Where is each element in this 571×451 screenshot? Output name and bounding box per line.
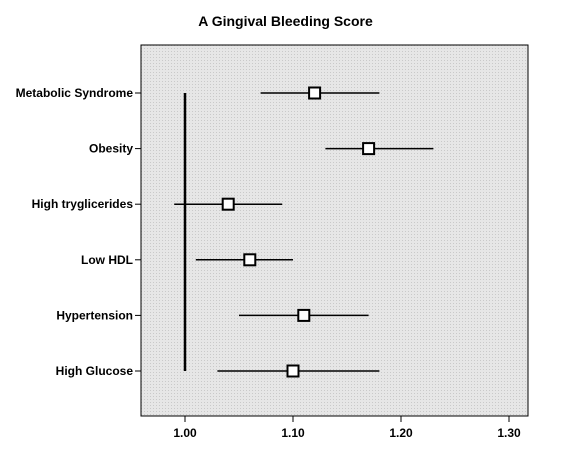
x-tick-label: 1.20: [389, 426, 413, 440]
estimate-marker: [308, 86, 322, 100]
plot-layer: Metabolic Syndrome Obesity High trygliceri…: [16, 86, 521, 440]
x-tick-label: 1.10: [281, 426, 305, 440]
row-label: Obesity: [89, 142, 133, 156]
estimate-marker: [221, 197, 235, 211]
plot-area: [140, 44, 529, 417]
row-label: High tryglicerides: [32, 197, 134, 211]
x-tick-label: 1.30: [497, 426, 521, 440]
row-label: Hypertension: [56, 308, 133, 322]
chart-title: A Gingival Bleeding Score: [198, 13, 373, 29]
estimate-marker: [362, 142, 376, 156]
estimate-marker: [297, 308, 311, 322]
row-label: Metabolic Syndrome: [16, 86, 134, 100]
row-label: High Glucose: [56, 364, 134, 378]
x-tick-label: 1.00: [173, 426, 197, 440]
row-label: Low HDL: [81, 253, 133, 267]
estimate-marker: [286, 364, 300, 378]
estimate-marker: [243, 253, 257, 267]
